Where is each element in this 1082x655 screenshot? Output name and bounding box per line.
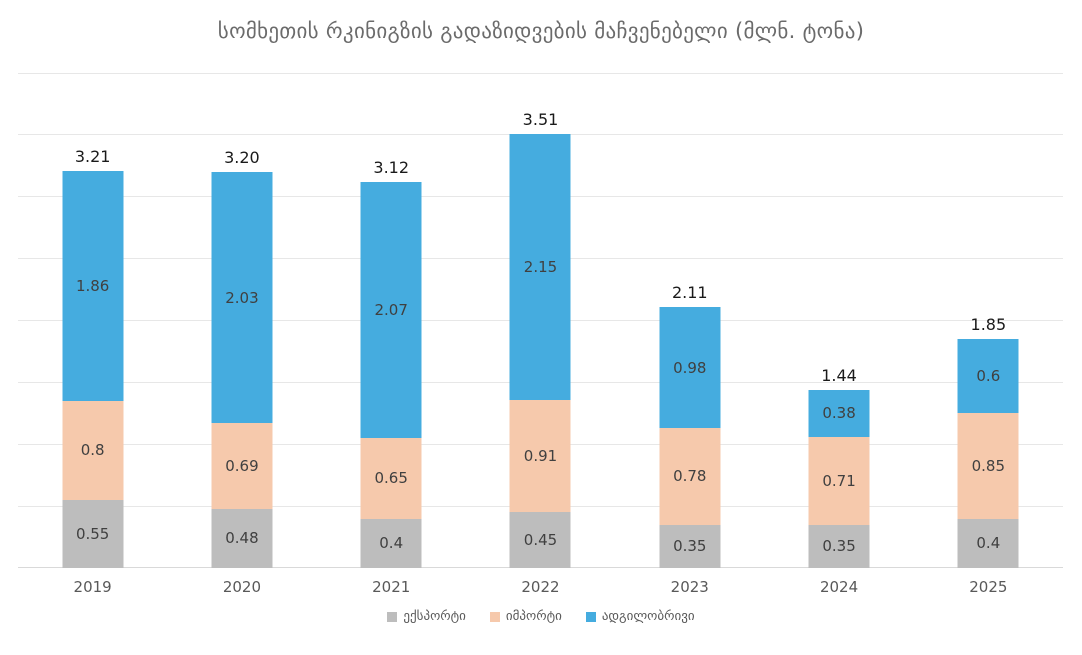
bar-group-2022: 3.51 2.15 0.91 0.45 <box>466 73 615 568</box>
bar-segment-import-2020: 0.69 <box>211 423 273 509</box>
bar-segment-local-2023: 0.98 <box>659 306 721 429</box>
x-axis: 2019 2020 2021 2022 2023 2024 2025 <box>18 578 1063 596</box>
bar-segment-export-2025: 0.4 <box>957 518 1019 568</box>
bar-segment-export-2020: 0.48 <box>211 508 273 568</box>
x-axis-label-2021: 2021 <box>372 578 411 596</box>
bar-group-2025: 1.85 0.6 0.85 0.4 <box>914 73 1063 568</box>
x-axis-label-2024: 2024 <box>819 578 859 596</box>
bar-stack-2019: 1.86 0.8 0.55 <box>62 170 124 568</box>
legend-swatch-local-icon <box>585 611 596 622</box>
bar-segment-local-2019: 1.86 <box>62 170 124 401</box>
legend-item-export: ექსპორტი <box>387 609 466 624</box>
bar-segment-local-2020: 2.03 <box>211 172 273 424</box>
bar-stack-2022: 2.15 0.91 0.45 <box>509 133 571 568</box>
gridline <box>18 72 1063 74</box>
legend-label-export: ექსპორტი <box>403 609 466 624</box>
legend-swatch-export-icon <box>387 611 398 622</box>
legend-swatch-import-icon <box>489 611 500 622</box>
bar-segment-import-2022: 0.91 <box>509 399 571 513</box>
bar-segment-local-2024: 0.38 <box>808 389 870 437</box>
bar-group-2019: 3.21 1.86 0.8 0.55 <box>18 73 167 568</box>
bar-stack-2024: 0.38 0.71 0.35 <box>808 389 870 568</box>
bar-segment-import-2025: 0.85 <box>957 413 1019 519</box>
x-axis-label-2020: 2020 <box>222 578 262 596</box>
bar-group-2021: 3.12 2.07 0.65 0.4 <box>317 73 466 568</box>
legend-item-local: ადგილობრივი <box>585 609 695 624</box>
x-axis-label-2022: 2022 <box>521 578 560 596</box>
x-axis-label-2025: 2025 <box>969 578 1008 596</box>
chart-title: სომხეთის რკინიგზის გადაზიდვების მაჩვენებ… <box>217 19 865 43</box>
total-label-2025: 1.85 <box>970 315 1007 335</box>
total-label-2023: 2.11 <box>671 282 708 302</box>
bar-group-2023: 2.11 0.98 0.78 0.35 <box>615 73 764 568</box>
bar-segment-import-2019: 0.8 <box>62 400 124 500</box>
plot-area: 3.21 1.86 0.8 0.55 3.20 2.03 0.69 0.48 3.12 2.07 0… <box>18 72 1063 568</box>
total-label-2024: 1.44 <box>821 365 857 385</box>
bar-segment-import-2021: 0.65 <box>360 438 422 519</box>
total-label-2021: 3.12 <box>373 157 410 177</box>
bar-group-2020: 3.20 2.03 0.69 0.48 <box>167 73 316 568</box>
bar-segment-export-2021: 0.4 <box>360 518 422 568</box>
x-axis-label-2023: 2023 <box>670 578 709 596</box>
bar-segment-export-2019: 0.55 <box>62 499 124 568</box>
bar-segment-local-2021: 2.07 <box>360 181 422 439</box>
total-label-2022: 3.51 <box>522 109 559 129</box>
bar-stack-2025: 0.6 0.85 0.4 <box>957 339 1019 568</box>
total-label-2019: 3.21 <box>74 146 111 166</box>
bar-segment-export-2023: 0.35 <box>659 524 721 568</box>
bars: 3.21 1.86 0.8 0.55 3.20 2.03 0.69 0.48 3.12 2.07 0… <box>18 73 1063 568</box>
legend-label-import: იმპორტი <box>505 609 562 624</box>
legend: ექსპორტი იმპორტი ადგილობრივი <box>0 609 1082 624</box>
bar-segment-import-2024: 0.71 <box>808 436 870 525</box>
legend-item-import: იმპორტი <box>489 609 562 624</box>
bar-segment-local-2022: 2.15 <box>509 133 571 400</box>
legend-label-local: ადგილობრივი <box>601 609 695 624</box>
bar-segment-export-2024: 0.35 <box>808 524 870 568</box>
bar-segment-local-2025: 0.6 <box>957 339 1019 414</box>
total-label-2020: 3.20 <box>224 148 260 167</box>
bar-stack-2021: 2.07 0.65 0.4 <box>360 181 422 568</box>
bar-stack-2020: 2.03 0.69 0.48 <box>211 172 273 568</box>
bar-stack-2023: 0.98 0.78 0.35 <box>659 306 721 568</box>
bar-segment-export-2022: 0.45 <box>509 512 571 568</box>
bar-segment-import-2023: 0.78 <box>659 428 721 525</box>
bar-group-2024: 1.44 0.38 0.71 0.35 <box>764 73 913 568</box>
x-axis-label-2019: 2019 <box>73 578 112 596</box>
